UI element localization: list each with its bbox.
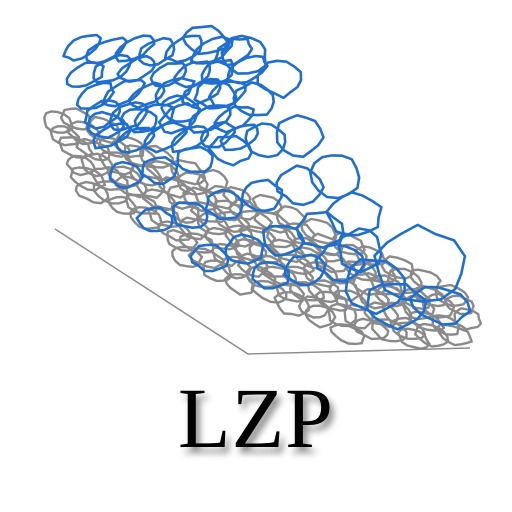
- gray-cell: [453, 307, 483, 331]
- gray-cell: [278, 253, 315, 275]
- gray-cell: [166, 228, 199, 252]
- gray-cell: [97, 136, 131, 158]
- blue-cell: [83, 99, 122, 130]
- blue-cell: [373, 223, 467, 303]
- blue-cell: [84, 36, 128, 65]
- gray-cell: [297, 295, 331, 319]
- gray-cell: [359, 288, 390, 310]
- gray-cell: [389, 316, 427, 340]
- blue-cell: [154, 76, 196, 107]
- blue-cell: [244, 122, 287, 159]
- blue-cell: [262, 224, 306, 257]
- blue-cell: [256, 59, 303, 100]
- gray-cell: [245, 265, 277, 289]
- blue-cell: [344, 258, 406, 316]
- blue-cell: [220, 34, 267, 75]
- blue-cell: [141, 156, 179, 186]
- gray-cell: [167, 183, 201, 210]
- blue-cell: [275, 114, 325, 159]
- blue-cell: [92, 122, 132, 150]
- blue-cell-layer: [62, 24, 472, 331]
- gray-cell: [224, 273, 256, 296]
- blue-cell: [315, 243, 366, 283]
- blue-cell: [224, 233, 265, 265]
- gray-cell: [386, 267, 423, 295]
- blue-cell: [365, 282, 428, 331]
- blue-cell: [65, 61, 105, 88]
- gray-cell: [228, 198, 260, 221]
- gray-cell: [129, 206, 163, 230]
- gray-cell: [114, 174, 148, 199]
- gray-cell: [189, 201, 226, 223]
- gray-cell: [211, 242, 242, 267]
- gray-cell: [382, 301, 413, 325]
- gray-cell: [49, 125, 81, 147]
- blue-cell: [142, 121, 188, 154]
- gray-cell: [435, 323, 473, 347]
- blue-cell: [181, 77, 222, 108]
- blue-cell: [108, 160, 144, 189]
- blue-cell: [251, 260, 291, 290]
- blue-cell: [199, 120, 237, 149]
- blue-cell: [138, 36, 176, 67]
- blue-cell: [171, 201, 209, 229]
- gray-cell: [304, 304, 337, 329]
- blue-cell: [114, 126, 156, 154]
- logo-text: LZP: [178, 370, 334, 466]
- blue-cell: [240, 178, 284, 213]
- gray-cell: [178, 232, 215, 254]
- blue-cell: [62, 33, 102, 62]
- blue-cell: [101, 78, 146, 108]
- blue-cell: [200, 58, 235, 85]
- gray-cell: [352, 317, 390, 341]
- blue-cell: [116, 54, 157, 83]
- blue-cell: [92, 53, 133, 84]
- blue-cell: [189, 35, 234, 65]
- gray-cell: [253, 211, 291, 234]
- blue-cell: [213, 37, 254, 67]
- gray-cell: [74, 180, 110, 205]
- blue-cell: [176, 145, 214, 174]
- gray-cell: [43, 110, 74, 134]
- blue-cell: [86, 110, 125, 140]
- blue-cell: [193, 79, 238, 110]
- blue-cell: [181, 24, 230, 56]
- gray-cell: [65, 154, 97, 177]
- gray-cell: [314, 290, 349, 312]
- gray-cell: [139, 144, 175, 169]
- gray-cell: [236, 252, 269, 278]
- blue-cell: [275, 164, 325, 207]
- blue-cell: [207, 80, 247, 108]
- gray-cell: [187, 247, 225, 270]
- gray-cell: [329, 323, 366, 346]
- gray-cell: [273, 291, 310, 317]
- blue-cell: [207, 134, 253, 167]
- gray-cell: [396, 327, 431, 350]
- blue-cell: [232, 81, 275, 117]
- gray-cell: [288, 281, 325, 302]
- gray-cell: [98, 151, 135, 176]
- blue-cell: [160, 94, 201, 123]
- gray-cell: [400, 294, 436, 321]
- blue-cell: [204, 188, 244, 221]
- gray-cell: [107, 195, 138, 215]
- blue-cell: [120, 107, 158, 134]
- gray-cell: [371, 318, 408, 343]
- gray-cell: [269, 238, 307, 264]
- blue-cell: [173, 60, 212, 89]
- gray-cell: [90, 166, 129, 191]
- gray-cell: [407, 310, 446, 332]
- blue-cell: [219, 123, 260, 152]
- base-plane-outline: [54, 228, 471, 355]
- blue-cell: [189, 243, 230, 273]
- blue-cell: [337, 227, 383, 274]
- blue-cell: [408, 285, 472, 326]
- gray-cell: [351, 272, 386, 297]
- blue-cell: [135, 206, 174, 233]
